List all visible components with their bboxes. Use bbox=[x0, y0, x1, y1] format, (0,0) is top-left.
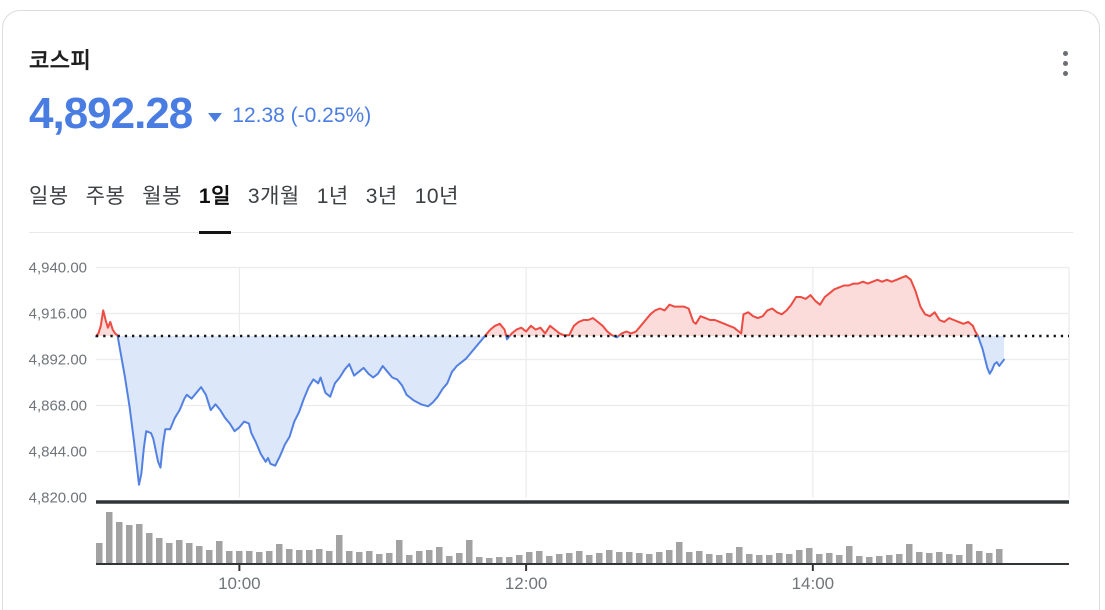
kebab-icon bbox=[1062, 50, 1068, 56]
y-axis-label: 4,844.00 bbox=[29, 444, 87, 461]
area-below-prev-close bbox=[96, 336, 1004, 485]
kebab-icon bbox=[1062, 60, 1068, 66]
volume-bars bbox=[96, 512, 1003, 564]
tab-10years[interactable]: 10년 bbox=[415, 176, 459, 234]
y-axis-label: 4,892.00 bbox=[29, 352, 87, 369]
price-line-above bbox=[95, 274, 980, 336]
intraday-chart-svg[interactable]: 4,940.00 4,916.00 4,892.00 4,868.00 4,844.00… bbox=[3, 251, 1101, 606]
y-axis-label: 4,868.00 bbox=[29, 398, 87, 415]
tab-weekly-candle[interactable]: 주봉 bbox=[86, 176, 126, 234]
tab-3years[interactable]: 3년 bbox=[366, 176, 398, 234]
quote-row: 4,892.28 12.38 (-0.25%) bbox=[29, 89, 371, 139]
x-axis-label: 14:00 bbox=[792, 574, 835, 593]
down-triangle-icon bbox=[208, 112, 223, 122]
tab-monthly-candle[interactable]: 월봉 bbox=[142, 176, 182, 234]
more-menu-button[interactable] bbox=[1055, 43, 1075, 83]
y-axis-label: 4,916.00 bbox=[29, 306, 87, 323]
period-tabs: 일봉 주봉 월봉 1일 3개월 1년 3년 10년 bbox=[29, 176, 1073, 234]
index-name: 코스피 bbox=[29, 48, 92, 73]
price-line-below bbox=[95, 336, 1005, 486]
tab-3months[interactable]: 3개월 bbox=[248, 176, 300, 234]
x-axis-label: 10:00 bbox=[218, 574, 261, 593]
index-chart-card: 코스피 4,892.28 12.38 (-0.25%) 일봉 주봉 월봉 1일 … bbox=[2, 10, 1100, 610]
x-axis-label: 12:00 bbox=[505, 574, 548, 593]
current-price: 4,892.28 bbox=[29, 89, 193, 138]
tab-1year[interactable]: 1년 bbox=[317, 176, 349, 234]
intraday-chart[interactable]: 4,940.00 4,916.00 4,892.00 4,868.00 4,844.00… bbox=[3, 251, 1101, 606]
tab-1day[interactable]: 1일 bbox=[198, 176, 231, 234]
y-axis-label: 4,820.00 bbox=[29, 490, 87, 507]
y-axis-label: 4,940.00 bbox=[29, 260, 87, 277]
area-above-prev-close bbox=[96, 275, 1004, 336]
price-change: 12.38 (-0.25%) bbox=[232, 104, 372, 127]
tab-daily-candle[interactable]: 일봉 bbox=[29, 176, 69, 234]
kebab-icon bbox=[1062, 70, 1068, 76]
